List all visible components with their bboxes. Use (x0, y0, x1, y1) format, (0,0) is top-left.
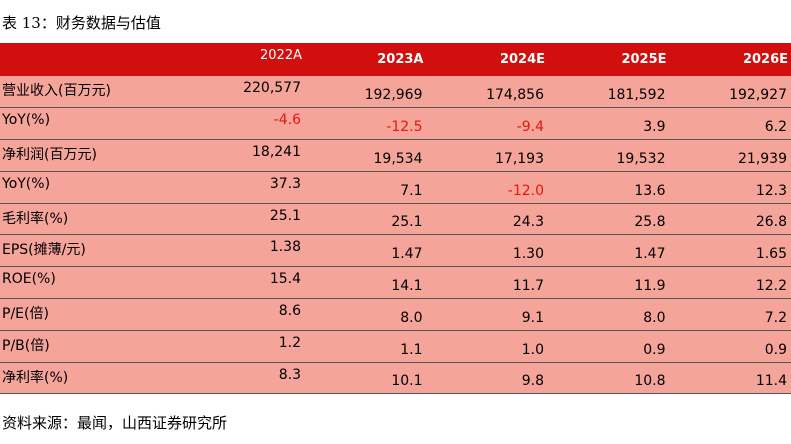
value-cell: -9.4 (426, 107, 548, 141)
value-cell: -4.6 (145, 107, 305, 141)
value-cell: 13.6 (548, 171, 670, 204)
table-row: YoY(%) -4.6 -12.5 -9.4 3.9 6.2 (0, 107, 791, 141)
value-cell: 24.3 (426, 203, 548, 236)
value-cell: 25.1 (305, 203, 427, 236)
table-row: 营业收入(百万元) 220,577 192,969 174,856 181,592 192… (0, 76, 791, 109)
value-cell: 181,592 (548, 76, 670, 109)
value-cell: 192,927 (669, 76, 791, 109)
value-cell: 1.38 (145, 234, 305, 268)
row-label: P/B(倍) (0, 330, 145, 363)
source-note: 资料来源：最闻，山西证券研究所 (2, 414, 228, 432)
table-row: YoY(%) 37.3 7.1 -12.0 13.6 12.3 (0, 171, 791, 204)
table-row: ROE(%) 15.4 14.1 11.7 11.9 12.2 (0, 266, 791, 300)
value-cell: 1.47 (548, 234, 670, 268)
header-cell-2024e: 2024E (499, 52, 545, 67)
value-cell: -12.5 (305, 107, 427, 141)
value-cell: 19,532 (548, 139, 670, 172)
value-cell: 9.8 (426, 362, 548, 395)
value-cell: 1.2 (145, 330, 305, 363)
value-cell: 17,193 (426, 139, 548, 172)
value-cell: 12.2 (669, 266, 791, 300)
value-cell: 10.8 (548, 362, 670, 395)
value-cell: 12.3 (669, 171, 791, 204)
value-cell: -12.0 (426, 171, 548, 204)
row-label: YoY(%) (0, 107, 145, 141)
financial-table: 2022A 2023A 2024E 2025E 2026E 营业收入(百万元) 2… (0, 43, 791, 395)
value-cell: 11.9 (548, 266, 670, 300)
value-cell: 174,856 (426, 76, 548, 109)
table-row: 净利率(%) 8.3 10.1 9.8 10.8 11.4 (0, 362, 791, 395)
header-cell-label (0, 43, 145, 76)
value-cell: 15.4 (145, 266, 305, 300)
row-label: 净利率(%) (0, 362, 145, 395)
value-cell: 0.9 (548, 330, 670, 363)
value-cell: 0.9 (669, 330, 791, 363)
table-row: P/E(倍) 8.6 8.0 9.1 8.0 7.2 (0, 298, 791, 331)
value-cell: 10.1 (305, 362, 427, 395)
value-cell: 8.0 (305, 298, 427, 331)
value-cell: 7.1 (305, 171, 427, 204)
header-row: 2022A 2023A 2024E 2025E 2026E (0, 43, 791, 76)
value-cell: 6.2 (669, 107, 791, 141)
table-row: P/B(倍) 1.2 1.1 1.0 0.9 0.9 (0, 330, 791, 363)
header-cell-2023a: 2023A (377, 52, 424, 67)
row-label: YoY(%) (0, 171, 145, 204)
value-cell: 192,969 (305, 76, 427, 109)
value-cell: 8.0 (548, 298, 670, 331)
value-cell: 18,241 (145, 139, 305, 172)
value-cell: 3.9 (548, 107, 670, 141)
table-title: 表 13：财务数据与估值 (2, 14, 161, 32)
value-cell: 220,577 (145, 76, 305, 109)
value-cell: 8.3 (145, 362, 305, 395)
table-row: 净利润(百万元) 18,241 19,534 17,193 19,532 21,939 (0, 139, 791, 172)
value-cell: 25.8 (548, 203, 670, 236)
row-label: EPS(摊薄/元) (0, 234, 145, 268)
value-cell: 1.1 (305, 330, 427, 363)
value-cell: 9.1 (426, 298, 548, 331)
row-label: 毛利率(%) (0, 203, 145, 236)
row-label: 净利润(百万元) (0, 139, 145, 172)
table-row: 毛利率(%) 25.1 25.1 24.3 25.8 26.8 (0, 203, 791, 236)
header-cell-2025e: 2025E (621, 52, 667, 67)
value-cell: 37.3 (145, 171, 305, 204)
value-cell: 14.1 (305, 266, 427, 300)
value-cell: 1.0 (426, 330, 548, 363)
value-cell: 11.7 (426, 266, 548, 300)
value-cell: 1.47 (305, 234, 427, 268)
header-cell-2026e: 2026E (742, 52, 788, 67)
value-cell: 21,939 (669, 139, 791, 172)
row-label: ROE(%) (0, 266, 145, 300)
header-cell-2022a: 2022A (260, 48, 302, 63)
value-cell: 8.6 (145, 298, 305, 331)
value-cell: 11.4 (669, 362, 791, 395)
row-label: 营业收入(百万元) (0, 76, 145, 109)
value-cell: 19,534 (305, 139, 427, 172)
value-cell: 26.8 (669, 203, 791, 236)
table-row: EPS(摊薄/元) 1.38 1.47 1.30 1.47 1.65 (0, 234, 791, 268)
row-label: P/E(倍) (0, 298, 145, 331)
value-cell: 1.65 (669, 234, 791, 268)
value-cell: 25.1 (145, 203, 305, 236)
value-cell: 1.30 (426, 234, 548, 268)
value-cell: 7.2 (669, 298, 791, 331)
